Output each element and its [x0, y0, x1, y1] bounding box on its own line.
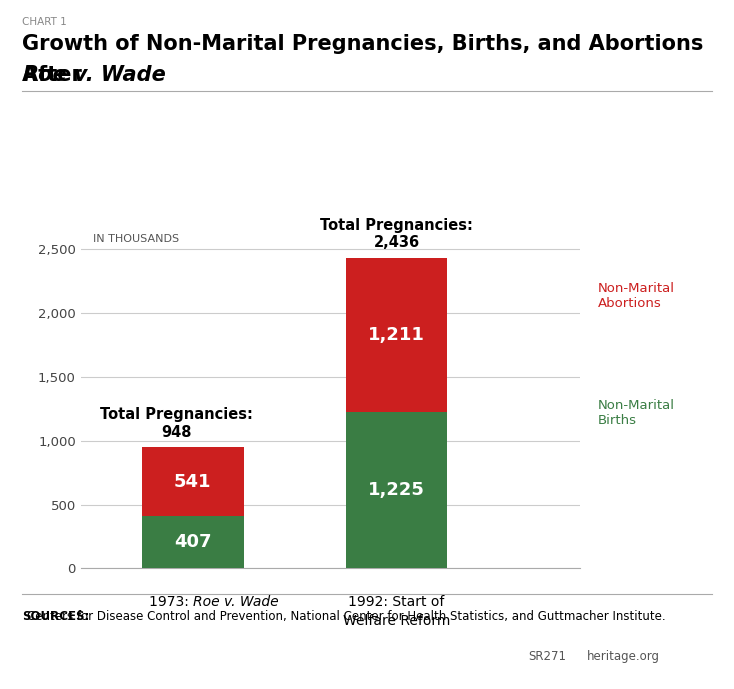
- Text: 1,225: 1,225: [368, 482, 425, 500]
- Text: heritage.org: heritage.org: [587, 650, 660, 663]
- Bar: [142, 447, 244, 517]
- Text: Growth of Non-Marital Pregnancies, Births, and Abortions: Growth of Non-Marital Pregnancies, Birth…: [22, 34, 703, 54]
- Text: 1,211: 1,211: [368, 326, 425, 344]
- Text: Roe v. Wade: Roe v. Wade: [23, 65, 166, 85]
- Text: SOURCES:: SOURCES:: [22, 610, 90, 623]
- Bar: [346, 258, 448, 412]
- Text: Centers for Disease Control and Prevention, National Center for Health Statistic: Centers for Disease Control and Preventi…: [26, 610, 665, 623]
- Text: Total Pregnancies:
948: Total Pregnancies: 948: [100, 407, 253, 440]
- Text: SR271: SR271: [528, 650, 567, 663]
- Text: 407: 407: [174, 533, 211, 551]
- Text: IN THOUSANDS: IN THOUSANDS: [93, 234, 179, 244]
- Text: Non-Marital
Births: Non-Marital Births: [598, 400, 675, 427]
- Text: Total Pregnancies:
2,436: Total Pregnancies: 2,436: [320, 218, 473, 250]
- Text: 1973:: 1973:: [148, 595, 193, 608]
- Text: 541: 541: [174, 473, 211, 491]
- Text: CHART 1: CHART 1: [22, 17, 67, 28]
- Bar: [142, 517, 244, 568]
- Text: After: After: [22, 65, 89, 85]
- Bar: [346, 412, 448, 568]
- Text: Non-Marital
Abortions: Non-Marital Abortions: [598, 282, 675, 310]
- Text: 1992: Start of
Welfare Reform: 1992: Start of Welfare Reform: [343, 595, 450, 628]
- Text: Roe v. Wade: Roe v. Wade: [193, 595, 278, 608]
